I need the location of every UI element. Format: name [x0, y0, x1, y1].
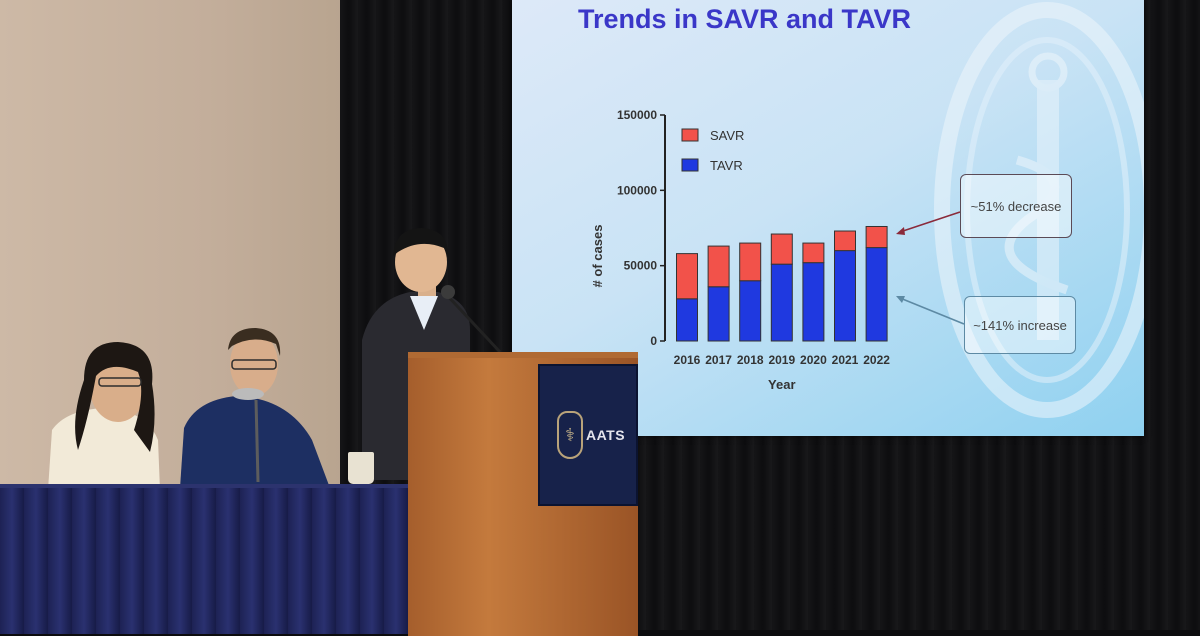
y-axis-title: # of cases [590, 225, 605, 288]
caduceus-emblem-watermark [934, 2, 1144, 418]
legend-swatch-savr [681, 128, 699, 142]
podium-sign: ⚕ [538, 364, 638, 506]
seal-icon: ⚕ [557, 411, 583, 459]
legend-label-tavr: TAVR [710, 158, 743, 173]
increase-callout: ~141% increase [964, 296, 1076, 354]
x-axis-title: Year [768, 377, 795, 392]
panelist-left [48, 342, 160, 490]
bar-savr-2017 [707, 245, 730, 288]
bar-savr-2021 [834, 230, 856, 252]
x-tick-label: 2020 [800, 353, 827, 367]
y-tick-label: 150000 [617, 108, 657, 122]
slide-title: Trends in SAVR and TAVR [578, 4, 912, 34]
bar-savr-2022 [865, 225, 888, 249]
podium-org-label: AATS [586, 427, 626, 443]
projection-screen: Trends in SAVR and TAVR 0 50000 100000 1500… [512, 0, 1144, 436]
x-tick-label: 2016 [674, 353, 701, 367]
decrease-callout-text: ~51% decrease [970, 198, 1062, 214]
x-tick-label: 2019 [768, 353, 795, 367]
increase-callout-text: ~141% increase [973, 317, 1067, 333]
coffee-cup [348, 452, 374, 484]
panelist-middle [180, 328, 330, 488]
decrease-callout: ~51% decrease [960, 174, 1072, 238]
x-tick-label: 2021 [832, 353, 859, 367]
callout-arrows [896, 211, 965, 325]
y-tick-label: 50000 [624, 259, 658, 273]
legend-label-savr: SAVR [710, 128, 744, 143]
y-tick-label: 0 [650, 334, 657, 348]
y-tick-label: 100000 [617, 183, 657, 197]
stacked-bar-chart: 0 50000 100000 150000 # of cases 2016 2017 2018… [590, 108, 890, 392]
bar-savr-2016 [676, 253, 698, 300]
legend-swatch-tavr [681, 158, 699, 172]
x-tick-label: 2017 [705, 353, 732, 367]
bar-savr-2018 [739, 242, 762, 282]
bar-savr-2019 [770, 233, 793, 265]
bar-savr-2020 [802, 242, 825, 264]
x-tick-label: 2022 [863, 353, 890, 367]
x-tick-label: 2018 [737, 353, 764, 367]
